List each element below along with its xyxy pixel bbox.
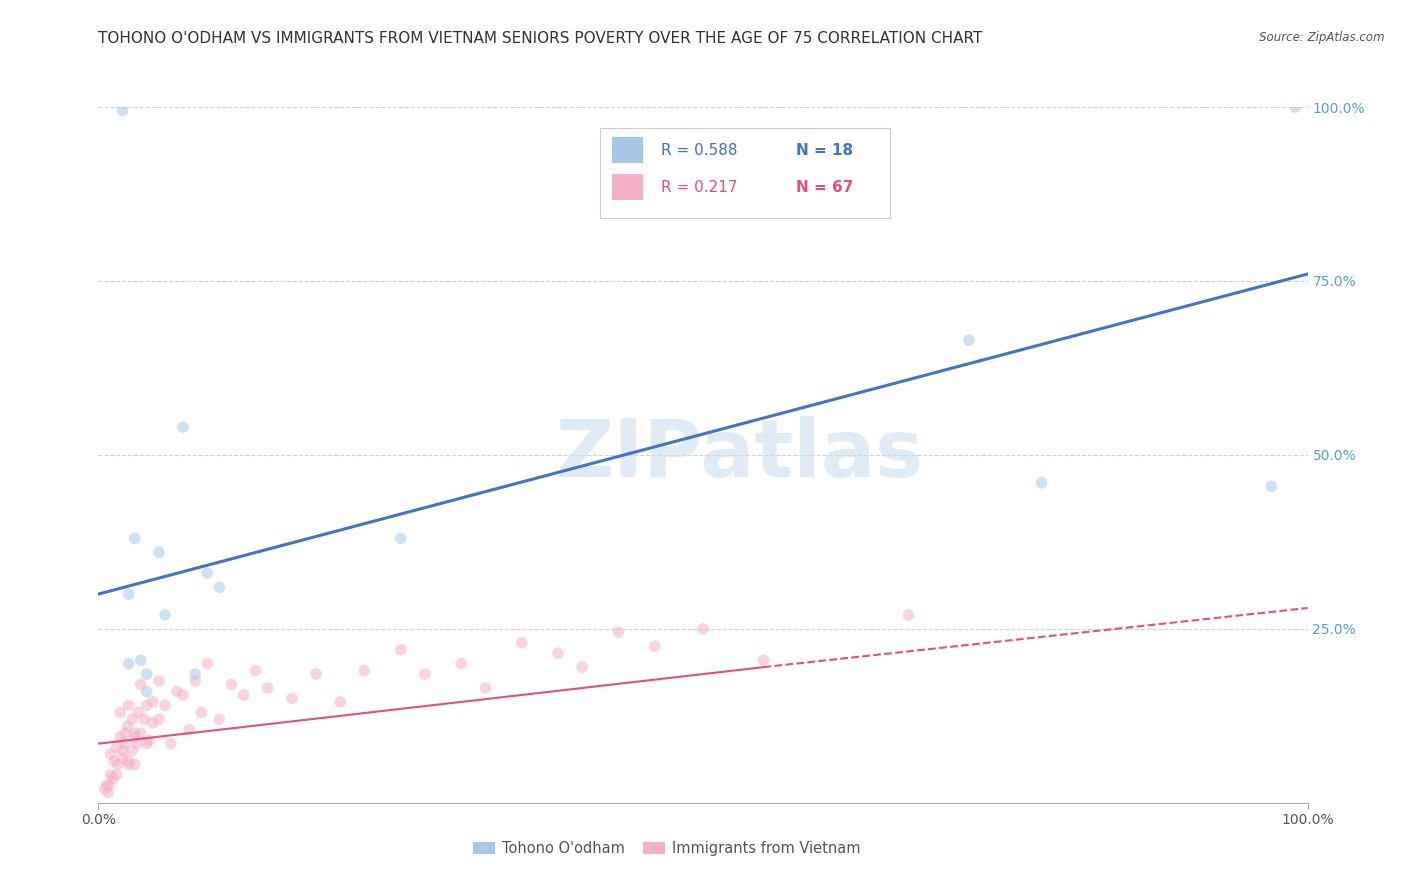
Point xyxy=(129,653,152,667)
Point xyxy=(98,778,121,792)
Point xyxy=(105,740,128,755)
Point xyxy=(547,646,569,660)
Point xyxy=(135,667,157,681)
Point xyxy=(103,754,125,768)
Point xyxy=(114,726,136,740)
Point xyxy=(129,677,152,691)
Point xyxy=(135,737,157,751)
Point xyxy=(118,698,141,713)
Point xyxy=(184,674,207,689)
Point xyxy=(118,657,141,671)
Point xyxy=(142,715,165,730)
Point xyxy=(135,684,157,698)
Point xyxy=(571,660,593,674)
Point xyxy=(118,754,141,768)
Point xyxy=(1031,475,1053,490)
Point xyxy=(172,688,194,702)
Point xyxy=(190,706,212,720)
Point xyxy=(97,785,120,799)
Point xyxy=(117,719,139,733)
Point xyxy=(957,333,980,347)
Point xyxy=(305,667,328,681)
Point xyxy=(124,730,146,744)
Point xyxy=(121,744,143,758)
Point xyxy=(256,681,278,695)
Text: R = 0.217: R = 0.217 xyxy=(661,179,737,194)
Point xyxy=(510,636,533,650)
Point xyxy=(111,744,134,758)
Point xyxy=(160,737,183,751)
Point xyxy=(172,420,194,434)
Bar xyxy=(613,174,643,201)
Point xyxy=(108,706,131,720)
Point xyxy=(1260,479,1282,493)
Point xyxy=(281,691,304,706)
Point xyxy=(389,642,412,657)
Point xyxy=(105,768,128,782)
Point xyxy=(644,639,666,653)
Point xyxy=(148,545,170,559)
Point xyxy=(124,757,146,772)
Point xyxy=(100,768,122,782)
Point xyxy=(692,622,714,636)
Point xyxy=(208,580,231,594)
Text: R = 0.588: R = 0.588 xyxy=(661,143,737,158)
Text: TOHONO O'ODHAM VS IMMIGRANTS FROM VIETNAM SENIORS POVERTY OVER THE AGE OF 75 COR: TOHONO O'ODHAM VS IMMIGRANTS FROM VIETNA… xyxy=(98,31,983,46)
Text: Source: ZipAtlas.com: Source: ZipAtlas.com xyxy=(1260,31,1385,45)
Point xyxy=(179,723,201,737)
Point xyxy=(450,657,472,671)
Text: ZIPatlas: ZIPatlas xyxy=(555,416,924,494)
Point xyxy=(142,695,165,709)
Point xyxy=(138,733,160,747)
Point xyxy=(148,712,170,726)
Point xyxy=(118,757,141,772)
Point xyxy=(129,726,152,740)
Point xyxy=(474,681,496,695)
Point xyxy=(184,667,207,681)
Point xyxy=(221,677,243,691)
Point xyxy=(195,566,218,581)
Point xyxy=(101,772,124,786)
Text: N = 67: N = 67 xyxy=(796,179,853,194)
Point xyxy=(135,698,157,713)
Point xyxy=(389,532,412,546)
Point xyxy=(413,667,436,681)
Point xyxy=(897,607,920,622)
Point xyxy=(93,781,115,796)
Point xyxy=(124,532,146,546)
Point xyxy=(108,730,131,744)
Text: N = 18: N = 18 xyxy=(796,143,853,158)
Point xyxy=(153,698,176,713)
Legend: Tohono O'odham, Immigrants from Vietnam: Tohono O'odham, Immigrants from Vietnam xyxy=(467,835,866,862)
Point xyxy=(118,587,141,601)
Point xyxy=(127,706,149,720)
Point xyxy=(752,653,775,667)
Point xyxy=(208,712,231,726)
Point xyxy=(153,607,176,622)
Point xyxy=(107,757,129,772)
Point xyxy=(166,684,188,698)
Point xyxy=(232,688,254,702)
Point xyxy=(121,712,143,726)
Point xyxy=(1284,100,1306,114)
Point xyxy=(100,747,122,761)
Point xyxy=(114,737,136,751)
Point xyxy=(353,664,375,678)
Bar xyxy=(613,137,643,163)
Point xyxy=(329,695,352,709)
Point xyxy=(195,657,218,671)
Point xyxy=(245,664,267,678)
Point xyxy=(111,103,134,118)
Point xyxy=(134,712,156,726)
Point xyxy=(148,674,170,689)
Point xyxy=(127,737,149,751)
Point xyxy=(96,778,118,792)
FancyBboxPatch shape xyxy=(600,128,890,219)
Point xyxy=(124,726,146,740)
Point xyxy=(111,750,134,764)
Point xyxy=(607,625,630,640)
